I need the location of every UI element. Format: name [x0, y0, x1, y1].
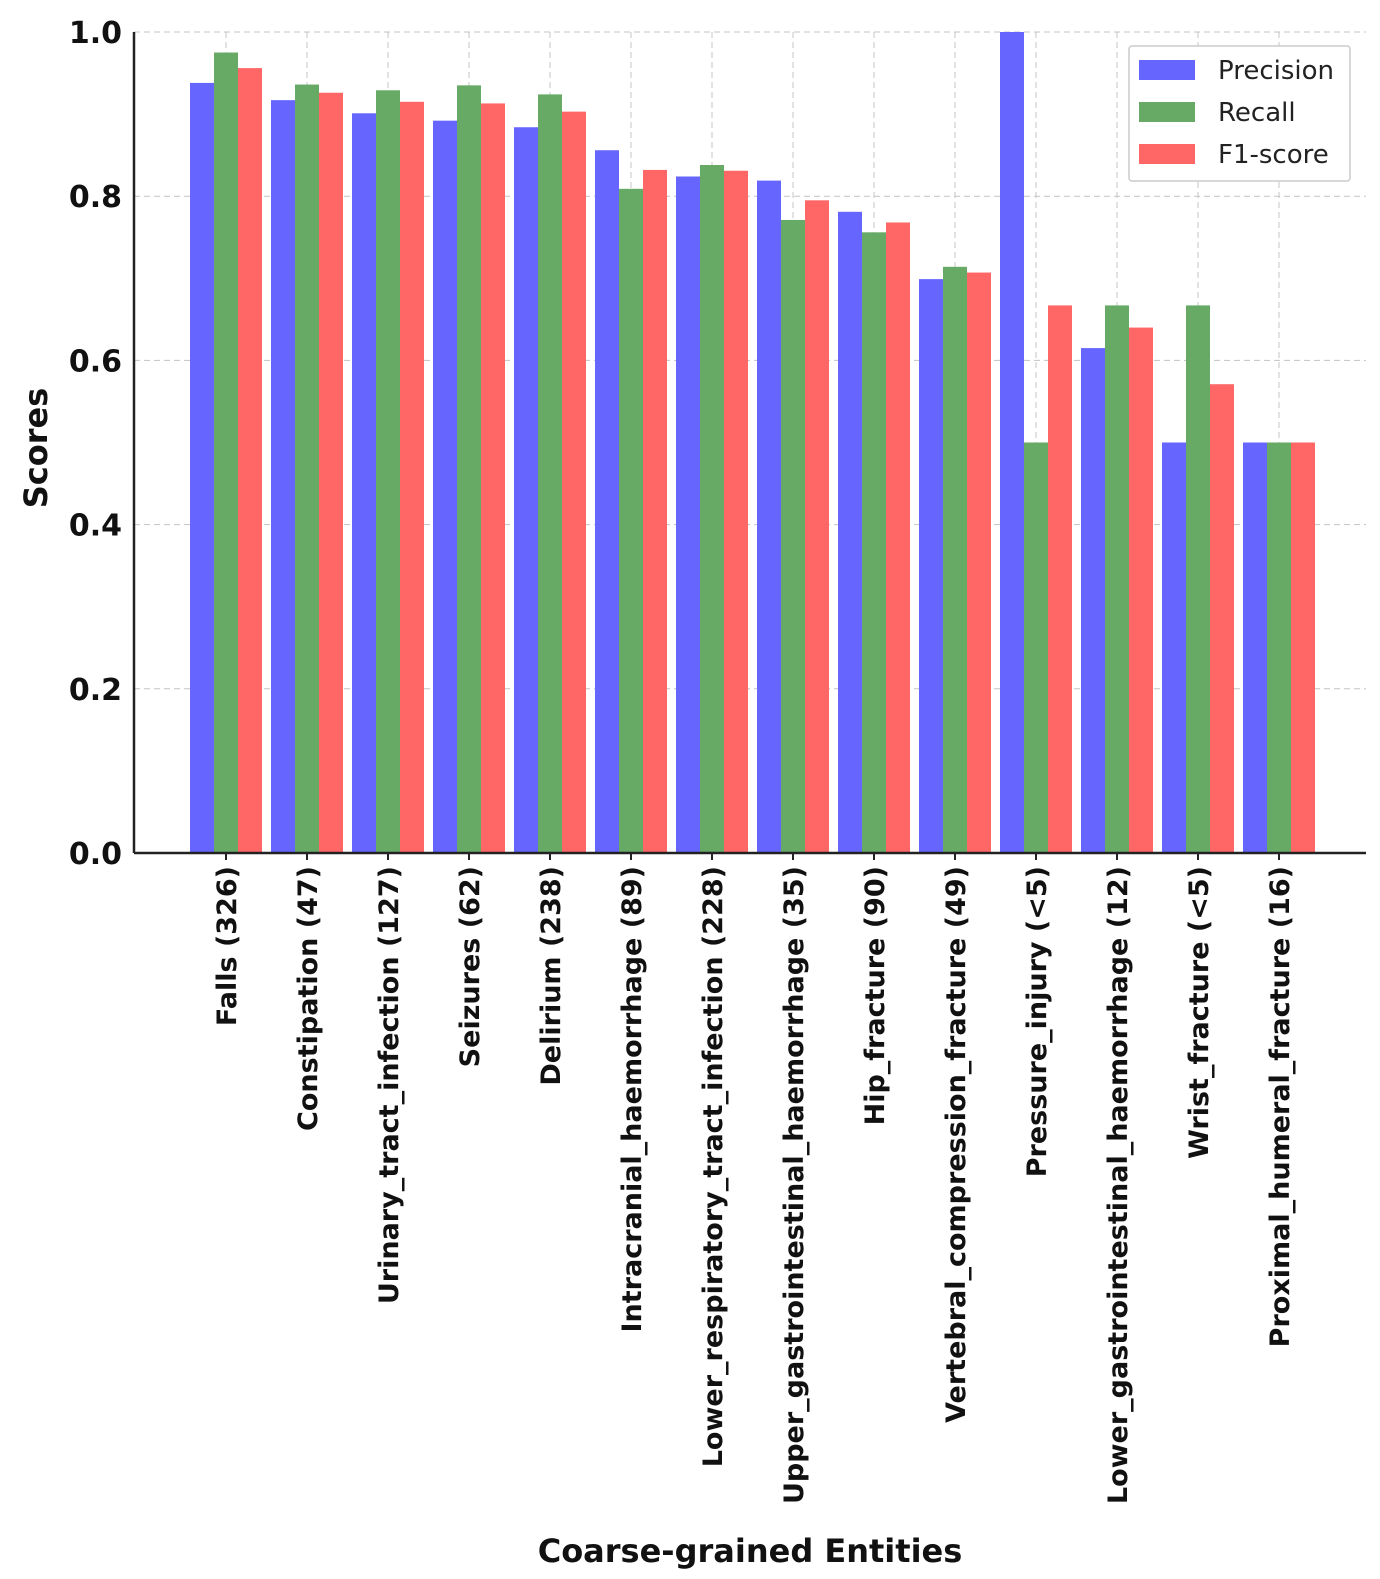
x-tick-label: Delirium (238) — [536, 866, 567, 1086]
x-tick-label: Urinary_tract_infection (127) — [374, 866, 405, 1304]
x-tick-label: Seizures (62) — [455, 866, 486, 1067]
bar-f1-score — [400, 101, 424, 853]
bar-f1-score — [1291, 442, 1315, 853]
x-tick-label: Lower_respiratory_tract_infection (228) — [698, 866, 729, 1467]
x-tick-label: Falls (326) — [212, 866, 243, 1026]
bar-precision — [838, 211, 862, 853]
y-tick-label: 0.8 — [69, 180, 122, 215]
x-tick-label: Proximal_humeral_fracture (16) — [1265, 866, 1296, 1347]
bar-recall — [1024, 442, 1048, 853]
bar-recall — [457, 85, 481, 854]
y-tick-label: 0.6 — [69, 344, 122, 379]
bar-precision — [190, 82, 214, 854]
bar-recall — [376, 90, 400, 853]
bar-precision — [352, 113, 376, 854]
x-axis-title: Coarse-grained Entities — [538, 1532, 963, 1570]
bar-recall — [214, 52, 238, 853]
x-tick-label: Wrist_fracture (<5) — [1184, 866, 1215, 1159]
bar-precision — [757, 180, 781, 853]
bar-recall — [619, 188, 643, 853]
bar-precision — [433, 120, 457, 854]
legend-swatch — [1139, 60, 1195, 80]
bar-f1-score — [805, 200, 829, 853]
bar-precision — [595, 150, 619, 853]
bars — [190, 32, 1315, 854]
legend: Precision Recall F1-score — [1128, 45, 1351, 182]
bar-recall — [700, 165, 724, 853]
y-tick-label: 0.0 — [69, 837, 122, 872]
bar-precision — [676, 176, 700, 854]
legend-label: F1-score — [1218, 140, 1329, 170]
bar-recall — [1105, 305, 1129, 853]
bar-precision — [1243, 442, 1267, 853]
x-tick-label: Pressure_injury (<5) — [1022, 866, 1053, 1177]
bar-precision — [271, 100, 295, 853]
bar-precision — [1000, 32, 1024, 853]
x-tick-label: Vertebral_compression_fracture (49) — [941, 866, 972, 1423]
bar-f1-score — [319, 92, 343, 853]
axes — [132, 32, 1366, 855]
bar-f1-score — [481, 103, 505, 853]
bar-f1-score — [886, 222, 910, 854]
legend-label: Recall — [1218, 98, 1296, 128]
y-tick-label: 0.4 — [69, 509, 122, 544]
y-tick-label: 1.0 — [69, 16, 122, 51]
bar-recall — [1267, 442, 1291, 853]
y-axis-title: Scores — [17, 388, 55, 509]
bar-recall — [781, 220, 805, 853]
bar-f1-score — [724, 170, 748, 853]
bar-precision — [1162, 442, 1186, 853]
bar-f1-score — [643, 169, 667, 854]
y-tick-labels: 0.0 0.2 0.4 0.6 0.8 1.0 — [69, 16, 122, 872]
bar-recall — [295, 84, 319, 853]
bar-f1-score — [967, 272, 991, 854]
bar-recall — [1186, 305, 1210, 853]
bar-recall — [862, 232, 886, 854]
x-tick-label: Hip_fracture (90) — [860, 866, 891, 1125]
x-tick-label: Upper_gastrointestinal_haemorrhage (35) — [779, 866, 810, 1504]
bar-f1-score — [562, 111, 586, 853]
x-tick-label: Lower_gastrointestinal_haemorrhage (12) — [1103, 866, 1134, 1504]
bar-f1-score — [1210, 384, 1234, 853]
bar-precision — [919, 279, 943, 854]
legend-swatch — [1139, 144, 1195, 164]
bar-f1-score — [1048, 305, 1072, 853]
bar-recall — [943, 266, 967, 853]
x-tick-label: Constipation (47) — [293, 866, 324, 1131]
legend-swatch — [1139, 102, 1195, 122]
bar-precision — [1081, 348, 1105, 853]
x-tick-labels: Falls (326) Constipation (47) Urinary_trac… — [212, 853, 1296, 1504]
bar-recall — [538, 94, 562, 853]
legend-label: Precision — [1218, 56, 1334, 86]
bar-f1-score — [1129, 327, 1153, 853]
x-tick-label: Intracranial_haemorrhage (89) — [617, 866, 648, 1333]
bar-f1-score — [238, 68, 262, 853]
bar-precision — [514, 127, 538, 853]
y-tick-label: 0.2 — [69, 673, 122, 708]
